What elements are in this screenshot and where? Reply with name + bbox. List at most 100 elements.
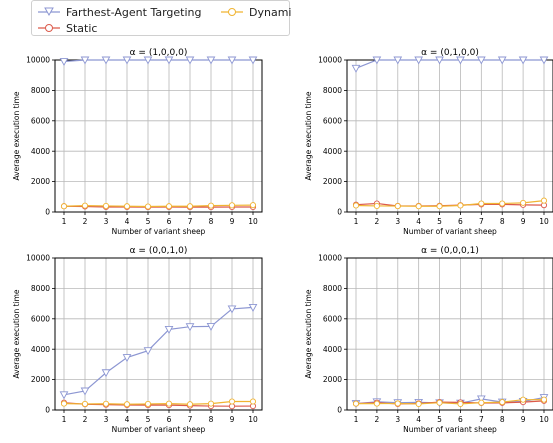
y-tick-label: 0	[337, 208, 342, 217]
data-point-farthestagent	[143, 347, 153, 356]
data-point-dynamic	[499, 200, 506, 207]
y-tick-label: 4000	[323, 345, 342, 354]
data-point-dynamic	[165, 400, 173, 407]
legend-entry-static: Static	[38, 22, 97, 35]
data-point-dynamic	[352, 400, 360, 407]
x-tick-label: 4	[416, 217, 421, 226]
x-tick-label: 4	[416, 415, 421, 424]
y-tick-label: 6000	[31, 116, 50, 125]
x-tick-label: 6	[167, 217, 172, 226]
data-point-dynamic	[249, 398, 257, 405]
data-point-farthestagent	[372, 56, 382, 65]
x-tick-label: 7	[188, 415, 193, 424]
legend-label-farthest: Farthest-Agent Targeting	[66, 6, 202, 19]
legend-label-dynamic: Dynamic	[249, 6, 291, 19]
data-point-dynamic	[352, 202, 360, 209]
y-tick-label: 10000	[318, 254, 342, 263]
data-point-farthestagent	[59, 58, 69, 67]
data-point-farthestagent	[227, 305, 237, 314]
data-point-farthestagent	[143, 56, 153, 65]
data-point-dynamic	[165, 203, 173, 210]
y-tick-label: 2000	[31, 177, 50, 186]
series-line-static	[63, 205, 253, 208]
plot-frame	[54, 59, 263, 213]
x-tick-label: 4	[125, 217, 130, 226]
data-point-farthestagent	[101, 369, 111, 378]
data-point-farthestagent	[476, 56, 486, 65]
data-point-farthestagent	[351, 64, 361, 73]
x-tick-label: 10	[248, 217, 258, 226]
y-tick-label: 8000	[323, 284, 342, 293]
data-point-dynamic	[228, 202, 236, 209]
x-tick-label: 2	[83, 415, 88, 424]
x-tick-label: 4	[125, 415, 130, 424]
data-point-farthestagent	[539, 56, 549, 65]
x-tick-label: 3	[104, 217, 109, 226]
x-tick-label: 9	[230, 415, 235, 424]
y-tick-label: 0	[337, 406, 342, 415]
chart-title: α = (1,0,0,0)	[130, 48, 188, 58]
data-point-farthestagent	[101, 56, 111, 65]
x-tick-label: 3	[104, 415, 109, 424]
x-tick-label: 3	[395, 217, 400, 226]
x-tick-label: 3	[395, 415, 400, 424]
series-line-dynamic	[356, 399, 544, 405]
data-point-dynamic	[415, 203, 422, 210]
legend-entry-farthest: Farthest-Agent Targeting	[38, 6, 202, 19]
y-tick-label: 8000	[323, 86, 342, 95]
chart-title: α = (0,0,0,1)	[421, 246, 479, 256]
x-tick-label: 6	[458, 217, 463, 226]
data-point-dynamic	[499, 399, 506, 406]
x-tick-label: 2	[374, 415, 379, 424]
chart-panel-1: 1 2 3 4 5 6 7 8 9 10 0 2000 4000 6000 8000 10000 α = (1,…	[12, 48, 263, 236]
x-tick-label: 10	[539, 217, 549, 226]
data-point-dynamic	[60, 203, 68, 210]
y-tick-label: 8000	[31, 284, 50, 293]
chart-panel-2: 1 2 3 4 5 6 7 8 9 10 0 2000 4000 6000 8000 10000 α = (0,…	[304, 48, 553, 236]
plot-frame	[346, 59, 553, 213]
chart-panel-3: 1 2 3 4 5 6 7 8 9 10 0 2000 4000 6000 8000 10000 α = (0,…	[12, 246, 263, 434]
data-point-dynamic	[102, 202, 110, 209]
data-point-dynamic	[540, 197, 548, 204]
series-layer	[351, 56, 549, 210]
data-point-farthestagent	[122, 354, 132, 363]
data-point-farthestagent	[80, 387, 90, 396]
data-point-dynamic	[457, 400, 464, 407]
data-point-farthestagent	[414, 56, 424, 65]
x-tick-label: 8	[209, 415, 214, 424]
data-point-dynamic	[123, 401, 131, 408]
data-point-farthestagent	[476, 395, 486, 404]
x-tick-label: 7	[479, 217, 484, 226]
chart-title: α = (0,1,0,0)	[421, 48, 479, 58]
chart-title: α = (0,0,1,0)	[130, 246, 188, 256]
data-point-dynamic	[186, 401, 194, 408]
data-point-dynamic	[81, 202, 89, 209]
data-point-farthestagent	[393, 56, 403, 65]
legend-marker-static	[45, 24, 53, 32]
series-line-farthestagent	[63, 59, 253, 63]
y-tick-label: 10000	[318, 56, 342, 65]
series-layer	[59, 303, 258, 410]
y-tick-label: 4000	[31, 345, 50, 354]
data-point-dynamic	[123, 203, 131, 210]
plot-frame	[346, 257, 553, 411]
y-tick-label: 6000	[323, 314, 342, 323]
y-tick-label: 4000	[31, 147, 50, 156]
series-line-farthestagent	[355, 59, 544, 69]
x-tick-label: 9	[230, 217, 235, 226]
data-point-farthestagent	[497, 56, 507, 65]
data-point-dynamic	[394, 203, 401, 210]
data-point-dynamic	[373, 202, 380, 209]
x-tick-label: 5	[146, 217, 151, 226]
data-point-dynamic	[186, 203, 194, 210]
data-point-farthestagent	[518, 56, 528, 65]
x-tick-label: 2	[83, 217, 88, 226]
x-tick-label: 7	[188, 217, 193, 226]
x-axis-label: Number of variant sheep	[403, 227, 497, 236]
y-tick-label: 2000	[31, 375, 50, 384]
data-point-farthestagent	[248, 56, 258, 65]
chart-panel-4: 1 2 3 4 5 6 7 8 9 10 0 2000 4000 6000 8000 10000 α = (0,…	[304, 246, 553, 434]
data-point-dynamic	[373, 400, 380, 407]
legend-graphic: Farthest-Agent Targeting Dynamic Static	[38, 6, 291, 35]
data-point-farthestagent	[185, 323, 195, 332]
